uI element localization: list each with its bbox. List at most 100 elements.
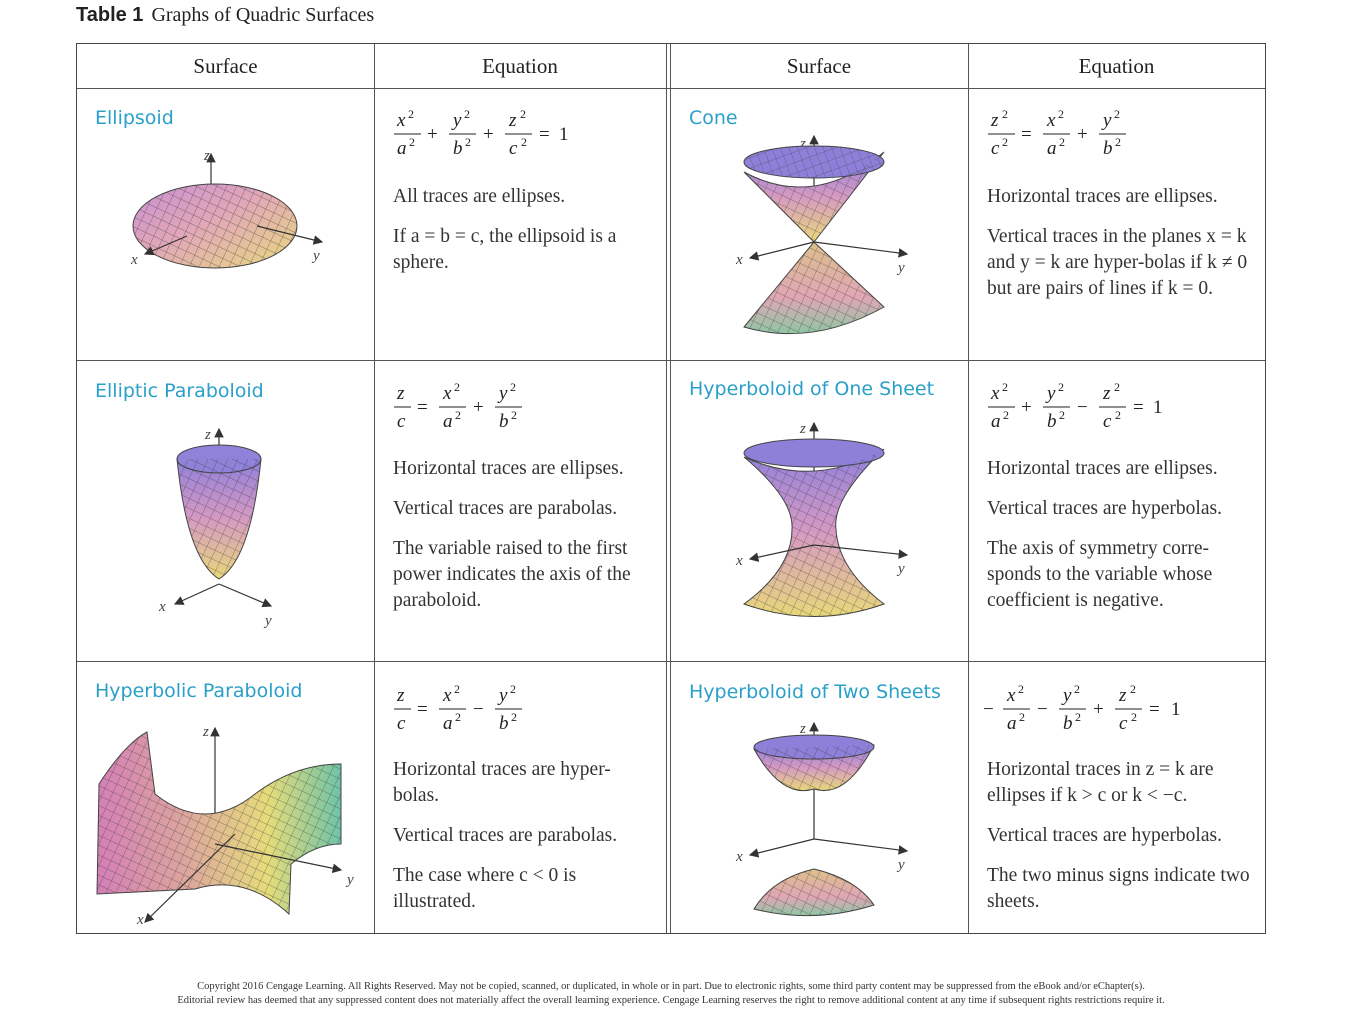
svg-text:z: z bbox=[1118, 685, 1127, 706]
svg-text:z: z bbox=[396, 383, 405, 404]
x-axis-label: x bbox=[130, 252, 138, 268]
ellipsoid-figure: z y x bbox=[130, 148, 324, 269]
svg-text:−: − bbox=[1077, 397, 1088, 418]
description-line: If a = b = c, the ellipsoid is a sphere. bbox=[393, 226, 617, 273]
svg-text:2: 2 bbox=[521, 135, 527, 149]
svg-text:y: y bbox=[451, 110, 462, 131]
svg-text:=: = bbox=[1021, 124, 1032, 145]
description-hyperboloid-one-sheet: Horizontal traces are ellipses. Vertical… bbox=[987, 456, 1259, 614]
svg-text:b: b bbox=[453, 138, 463, 159]
svg-text:x: x bbox=[442, 383, 452, 404]
svg-text:2: 2 bbox=[408, 107, 414, 121]
table-label: Table 1 bbox=[76, 4, 144, 26]
svg-text:2: 2 bbox=[1018, 682, 1024, 696]
svg-text:2: 2 bbox=[1074, 682, 1080, 696]
svg-text:x: x bbox=[1006, 685, 1016, 706]
svg-text:a: a bbox=[1007, 713, 1017, 734]
svg-text:+: + bbox=[483, 124, 494, 145]
description-hyperbolic-paraboloid: Horizontal traces are hyper-bolas. Verti… bbox=[393, 757, 655, 915]
description-line: Vertical traces are parabolas. bbox=[393, 825, 618, 846]
column-divider bbox=[670, 44, 671, 933]
svg-text:+: + bbox=[1093, 699, 1104, 720]
header-surface: Surface bbox=[786, 54, 852, 78]
table-title: Graphs of Quadric Surfaces bbox=[151, 4, 375, 26]
surface-name-cone: Cone bbox=[689, 107, 738, 129]
svg-text:2: 2 bbox=[1002, 380, 1008, 394]
surface-name-ellipsoid: Ellipsoid bbox=[95, 107, 174, 129]
copyright-line-1: Copyright 2016 Cengage Learning. All Rig… bbox=[197, 981, 1145, 992]
description-line: The variable raised to the first power i… bbox=[393, 538, 631, 611]
z-axis-label: z bbox=[799, 721, 806, 737]
row-divider bbox=[77, 88, 1265, 89]
svg-text:2: 2 bbox=[1075, 710, 1081, 724]
x-axis-label: x bbox=[735, 553, 743, 569]
y-axis-label: y bbox=[311, 248, 320, 264]
svg-text:2: 2 bbox=[1058, 380, 1064, 394]
svg-text:2: 2 bbox=[510, 380, 516, 394]
svg-text:y: y bbox=[1061, 685, 1072, 706]
x-axis-label: x bbox=[158, 599, 166, 615]
svg-text:y: y bbox=[1045, 383, 1056, 404]
svg-text:y: y bbox=[1101, 110, 1112, 131]
svg-text:2: 2 bbox=[1131, 710, 1137, 724]
svg-text:a: a bbox=[991, 411, 1001, 432]
description-line: Horizontal traces are ellipses. bbox=[987, 186, 1218, 207]
svg-text:2: 2 bbox=[455, 408, 461, 422]
y-axis-label: y bbox=[263, 613, 272, 629]
svg-text:=: = bbox=[1149, 699, 1160, 720]
description-line: Vertical traces are hyperbolas. bbox=[987, 498, 1222, 519]
svg-text:x: x bbox=[442, 685, 452, 706]
row-divider bbox=[77, 661, 1265, 662]
z-axis-label: z bbox=[799, 136, 806, 152]
description-hyperboloid-two-sheets: Horizontal traces in z = k are ellipses … bbox=[987, 757, 1259, 915]
svg-text:+: + bbox=[1021, 397, 1032, 418]
description-line: Horizontal traces are hyper-bolas. bbox=[393, 759, 611, 806]
svg-text:c: c bbox=[1103, 411, 1112, 432]
description-line: Horizontal traces are ellipses. bbox=[987, 458, 1218, 479]
svg-text:a: a bbox=[443, 713, 453, 734]
svg-text:−: − bbox=[983, 699, 994, 720]
description-line: All traces are ellipses. bbox=[393, 186, 566, 207]
cone-figure: z y x bbox=[735, 134, 909, 335]
x-axis-label: x bbox=[735, 849, 743, 865]
svg-text:c: c bbox=[509, 138, 518, 159]
svg-text:2: 2 bbox=[1058, 107, 1064, 121]
svg-text:2: 2 bbox=[1002, 135, 1008, 149]
x-axis-label: x bbox=[735, 252, 743, 268]
svg-text:2: 2 bbox=[1002, 107, 1008, 121]
y-axis-label: y bbox=[345, 872, 354, 888]
svg-text:c: c bbox=[991, 138, 1000, 159]
svg-text:a: a bbox=[397, 138, 407, 159]
svg-text:b: b bbox=[1063, 713, 1073, 734]
column-divider bbox=[374, 44, 375, 933]
y-axis-label: y bbox=[896, 260, 905, 276]
svg-text:b: b bbox=[1047, 411, 1057, 432]
svg-text:2: 2 bbox=[1130, 682, 1136, 696]
quadric-surfaces-table: Surface Equation Surface Equation Ellips… bbox=[76, 43, 1266, 934]
svg-text:+: + bbox=[427, 124, 438, 145]
hyperboloid-one-sheet-figure: z y x bbox=[735, 421, 909, 617]
description-line: Vertical traces are parabolas. bbox=[393, 498, 618, 519]
svg-text:=: = bbox=[417, 397, 428, 418]
svg-text:2: 2 bbox=[1059, 135, 1065, 149]
svg-text:b: b bbox=[499, 713, 509, 734]
svg-text:2: 2 bbox=[1059, 408, 1065, 422]
svg-text:2: 2 bbox=[1114, 107, 1120, 121]
x-axis-label: x bbox=[136, 912, 144, 924]
z-axis-label: z bbox=[203, 148, 210, 164]
header-equation: Equation bbox=[482, 54, 558, 78]
svg-text:y: y bbox=[497, 383, 508, 404]
svg-text:x: x bbox=[396, 110, 406, 131]
elliptic-paraboloid-figure: z x y bbox=[158, 427, 273, 629]
svg-text:z: z bbox=[396, 685, 405, 706]
copyright-line-2: Editorial review has deemed that any sup… bbox=[177, 995, 1165, 1006]
description-elliptic-paraboloid: Horizontal traces are ellipses. Vertical… bbox=[393, 456, 659, 614]
svg-text:=: = bbox=[417, 699, 428, 720]
hyperbolic-paraboloid-figure: z y x bbox=[96, 724, 354, 924]
svg-text:+: + bbox=[473, 397, 484, 418]
